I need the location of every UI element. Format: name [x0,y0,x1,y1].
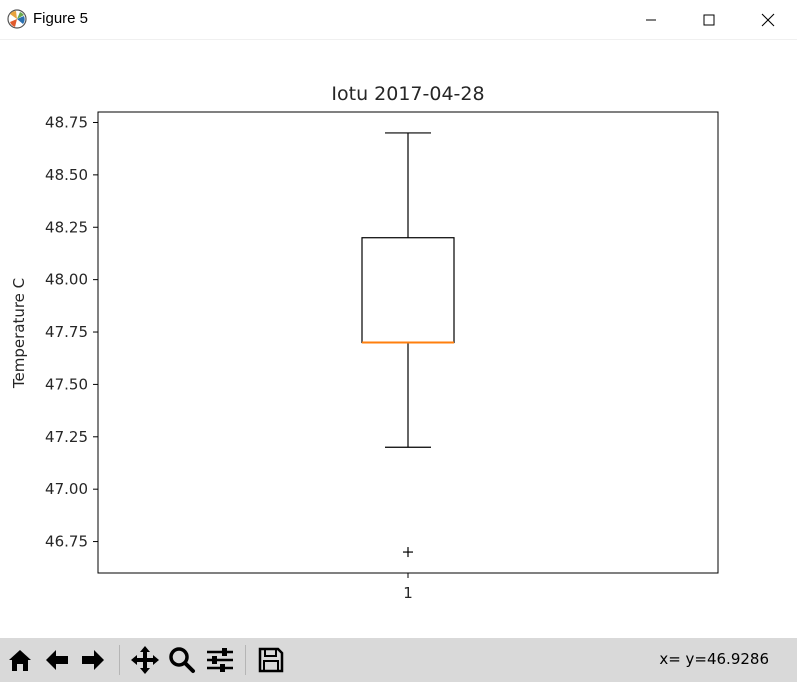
window-title: Figure 5 [33,10,89,27]
coordinate-readout: x= y=46.9286 [659,650,769,668]
minimize-button[interactable] [622,0,680,40]
y-tick-label: 47.00 [45,480,88,498]
y-tick-label: 47.25 [45,428,88,446]
flier-point [403,547,413,558]
y-tick-label: 47.50 [45,375,88,393]
zoom-button[interactable] [166,644,198,676]
pan-button[interactable] [129,644,161,676]
home-icon [9,650,31,671]
toolbar-separator [119,645,120,675]
y-axis-label: Temperature C [10,278,28,389]
floppy-disk-icon [258,647,284,673]
matplotlib-icon [7,9,27,29]
toolbar-separator [245,645,246,675]
minimize-icon [646,19,656,21]
maximize-button[interactable] [680,0,738,40]
close-icon [761,13,775,27]
y-tick-label: 47.75 [45,323,88,341]
y-tick-label: 48.00 [45,271,88,289]
y-tick-label: 48.50 [45,166,88,184]
arrow-left-icon [46,650,68,670]
x-tick-label: 1 [403,584,413,602]
magnifier-icon [169,647,195,673]
maximize-icon [703,14,715,26]
chart-title: Iotu 2017-04-28 [331,83,484,105]
home-button[interactable] [4,644,36,676]
sliders-icon [207,648,233,672]
iqr-box [361,237,455,344]
navigation-toolbar: x= y=46.9286 [0,638,797,682]
move-icon [131,646,159,674]
window-titlebar: Figure 5 [0,0,797,40]
close-button[interactable] [739,0,797,40]
y-tick-label: 46.75 [45,533,88,551]
y-tick-label: 48.25 [45,218,88,236]
figure-canvas[interactable]: Iotu 2017-04-28 Temperature C 46.75 47.00… [0,40,797,638]
back-button[interactable] [41,644,73,676]
forward-button[interactable] [77,644,109,676]
subplots-button[interactable] [204,644,236,676]
save-button[interactable] [255,644,287,676]
box-plot: Iotu 2017-04-28 Temperature C 46.75 47.00… [10,83,719,602]
arrow-right-icon [82,650,104,670]
y-tick-label: 48.75 [45,113,88,131]
